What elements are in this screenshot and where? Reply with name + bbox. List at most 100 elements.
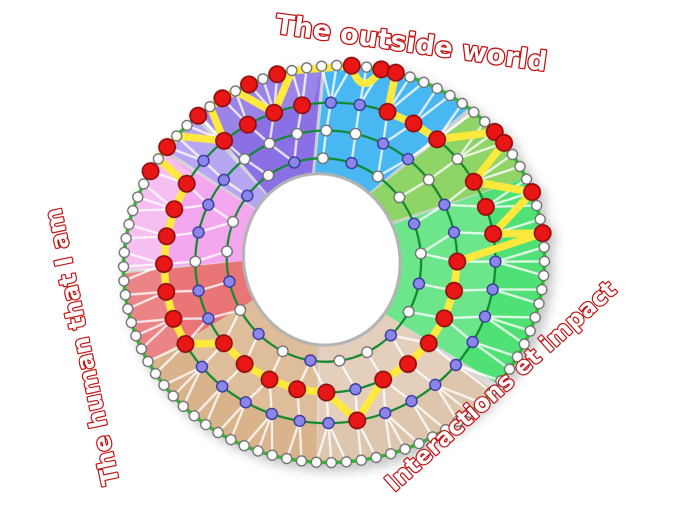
graph-node-r3-12[interactable] — [373, 370, 393, 389]
graph-node-r2-5[interactable] — [451, 152, 464, 166]
graph-node-outer-54[interactable] — [188, 410, 200, 422]
graph-node-outer-42[interactable] — [355, 454, 367, 466]
graph-node-r4-3[interactable] — [393, 191, 406, 204]
graph-node-r2-18[interactable] — [322, 416, 335, 430]
graph-node-outer-20[interactable] — [533, 223, 552, 243]
graph-node-r4-14[interactable] — [234, 304, 247, 317]
graph-node-r4-12[interactable] — [276, 345, 289, 358]
graph-node-outer-67[interactable] — [118, 246, 131, 259]
graph-node-outer-65[interactable] — [118, 275, 130, 287]
graph-node-r4-9[interactable] — [361, 346, 374, 359]
graph-node-outer-43[interactable] — [340, 456, 353, 468]
graph-node-outer-61[interactable] — [130, 330, 142, 342]
graph-node-outer-49[interactable] — [252, 445, 264, 457]
graph-node-r3-4[interactable] — [422, 173, 435, 187]
graph-node-outer-55[interactable] — [177, 400, 189, 412]
graph-node-r4-2[interactable] — [371, 170, 385, 183]
graph-node-r4-0[interactable] — [316, 152, 330, 165]
graph-node-outer-7[interactable] — [431, 82, 443, 95]
graph-node-r4-4[interactable] — [407, 217, 421, 230]
graph-node-r2-0[interactable] — [324, 96, 338, 109]
graph-node-r3-21[interactable] — [189, 255, 202, 268]
graph-node-r4-20[interactable] — [288, 156, 301, 169]
graph-node-r2-7[interactable] — [476, 197, 495, 216]
graph-node-outer-84[interactable] — [267, 65, 287, 84]
graph-node-r2-11[interactable] — [478, 310, 492, 323]
graph-node-outer-68[interactable] — [120, 232, 132, 245]
graph-node-outer-50[interactable] — [238, 440, 250, 452]
graph-node-outer-23[interactable] — [537, 269, 550, 282]
graph-node-outer-57[interactable] — [158, 379, 170, 391]
graph-node-outer-85[interactable] — [286, 64, 298, 77]
graph-node-outer-37[interactable] — [426, 431, 439, 443]
graph-node-outer-2[interactable] — [360, 61, 373, 73]
graph-node-r3-17[interactable] — [235, 354, 254, 373]
graph-node-outer-10[interactable] — [468, 106, 480, 118]
graph-node-outer-6[interactable] — [418, 76, 430, 88]
graph-node-r2-23[interactable] — [195, 360, 209, 374]
graph-node-outer-53[interactable] — [200, 418, 212, 431]
graph-node-r4-6[interactable] — [412, 277, 426, 290]
graph-node-r4-15[interactable] — [223, 275, 236, 288]
graph-node-outer-59[interactable] — [142, 355, 154, 368]
graph-node-r2-16[interactable] — [379, 406, 392, 420]
graph-node-r3-8[interactable] — [444, 281, 464, 300]
graph-node-outer-63[interactable] — [122, 303, 134, 315]
graph-node-outer-28[interactable] — [518, 338, 531, 350]
graph-node-r3-27[interactable] — [291, 127, 304, 141]
graph-node-r3-11[interactable] — [398, 354, 418, 373]
graph-node-outer-39[interactable] — [399, 443, 411, 455]
graph-node-outer-18[interactable] — [530, 199, 543, 212]
graph-node-outer-74[interactable] — [152, 153, 165, 165]
graph-node-r3-22[interactable] — [192, 226, 205, 239]
graph-node-r2-35[interactable] — [292, 96, 312, 115]
graph-node-r3-5[interactable] — [438, 198, 451, 211]
graph-node-outer-14[interactable] — [506, 148, 519, 161]
graph-node-outer-17[interactable] — [522, 182, 542, 202]
graph-node-outer-22[interactable] — [538, 255, 551, 268]
graph-node-outer-81[interactable] — [229, 85, 242, 97]
graph-node-outer-30[interactable] — [503, 363, 516, 375]
graph-node-outer-86[interactable] — [301, 62, 313, 74]
graph-node-outer-38[interactable] — [413, 437, 425, 450]
graph-node-r4-16[interactable] — [220, 245, 234, 258]
graph-node-outer-62[interactable] — [125, 316, 138, 329]
graph-node-outer-34[interactable] — [464, 406, 476, 419]
graph-node-r4-13[interactable] — [252, 327, 265, 341]
graph-node-r3-23[interactable] — [202, 198, 215, 211]
graph-node-r3-13[interactable] — [349, 383, 362, 396]
graph-node-outer-25[interactable] — [533, 297, 545, 310]
graph-node-outer-48[interactable] — [266, 449, 278, 461]
graph-node-outer-15[interactable] — [514, 160, 526, 173]
graph-node-outer-36[interactable] — [439, 423, 452, 436]
graph-node-outer-77[interactable] — [181, 119, 193, 132]
graph-node-outer-75[interactable] — [157, 137, 177, 157]
graph-node-outer-21[interactable] — [538, 241, 550, 253]
graph-node-r2-12[interactable] — [466, 335, 479, 349]
graph-node-outer-76[interactable] — [170, 130, 183, 142]
graph-node-r4-7[interactable] — [402, 305, 415, 319]
graph-node-r4-17[interactable] — [227, 215, 240, 229]
graph-node-r3-19[interactable] — [202, 312, 215, 325]
graph-node-r2-22[interactable] — [216, 380, 229, 393]
graph-node-r2-32[interactable] — [214, 131, 234, 150]
graph-node-r3-0[interactable] — [320, 124, 333, 137]
graph-node-r3-10[interactable] — [419, 334, 438, 353]
graph-node-r3-15[interactable] — [287, 380, 307, 399]
graph-node-outer-19[interactable] — [534, 213, 546, 225]
graph-node-r4-19[interactable] — [262, 169, 275, 182]
graph-node-outer-45[interactable] — [310, 456, 323, 468]
graph-node-outer-69[interactable] — [123, 218, 135, 231]
graph-node-outer-16[interactable] — [520, 173, 533, 185]
graph-node-r2-26[interactable] — [157, 282, 176, 301]
graph-node-r2-4[interactable] — [427, 130, 447, 149]
graph-node-outer-82[interactable] — [239, 75, 259, 94]
graph-node-r4-11[interactable] — [304, 354, 317, 367]
graph-node-r2-8[interactable] — [483, 224, 503, 243]
graph-node-outer-13[interactable] — [494, 133, 514, 152]
graph-node-outer-32[interactable] — [485, 386, 498, 398]
graph-node-outer-66[interactable] — [117, 260, 130, 273]
graph-node-r3-14[interactable] — [317, 383, 336, 402]
graph-node-r2-28[interactable] — [157, 227, 176, 246]
graph-node-r2-21[interactable] — [239, 396, 252, 409]
